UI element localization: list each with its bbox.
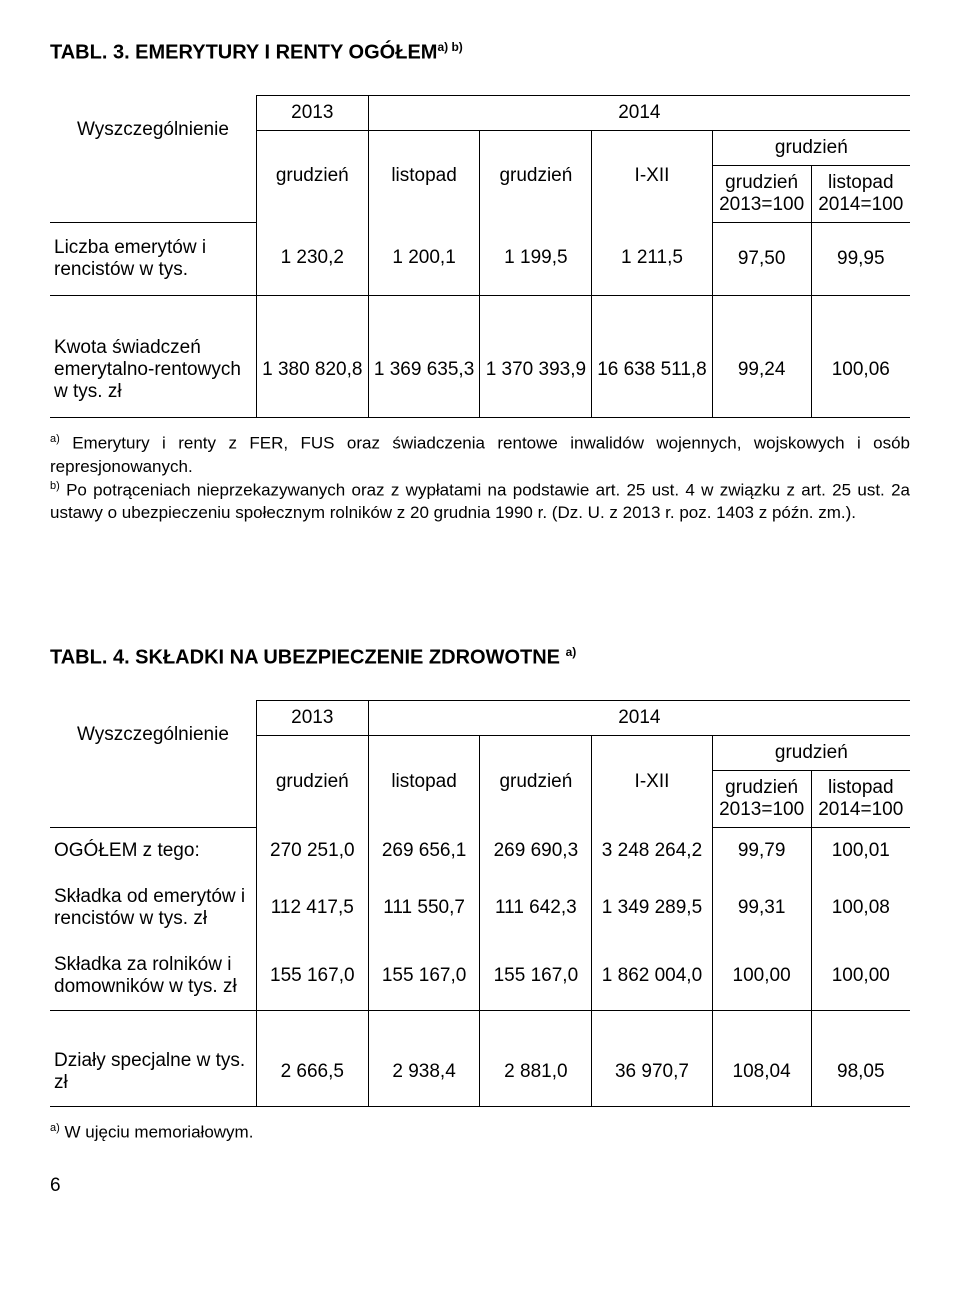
table4-footnote-a-sup: a) xyxy=(50,1122,60,1134)
table3-row1-v0: 1 380 820,8 xyxy=(256,323,368,418)
table-row: Składka za rolników i domowników w tys. … xyxy=(50,942,910,1011)
table3-col-ixii: I-XII xyxy=(592,130,712,222)
table4-row3-v1: 2 938,4 xyxy=(368,1038,480,1107)
table3-title-text: TABL. 3. EMERYTURY I RENTY OGÓŁEM xyxy=(50,42,437,64)
table3-col-grudzien14: grudzień xyxy=(480,130,592,222)
table3-title-sup: a) b) xyxy=(437,40,462,54)
table3-col-idx2: listopad 2014=100 xyxy=(811,165,910,222)
table4: Wyszczególnienie 2013 2014 grudzień list… xyxy=(50,700,910,1108)
table4-title: TABL. 4. SKŁADKI NA UBEZPIECZENIE ZDROWO… xyxy=(50,645,910,670)
table4-row0-v5: 100,01 xyxy=(811,827,910,874)
table3-row1-v5: 100,06 xyxy=(811,323,910,418)
table4-row2-label: Składka za rolników i domowników w tys. … xyxy=(50,942,256,1011)
table3-footnotes: a) Emerytury i renty z FER, FUS oraz świ… xyxy=(50,432,910,525)
table4-header-2014: 2014 xyxy=(368,700,910,735)
table3-footnote-a-sup: a) xyxy=(50,433,60,445)
table3-row0-v0: 1 230,2 xyxy=(256,222,368,295)
table4-row3-v0: 2 666,5 xyxy=(256,1038,368,1107)
table3-header-wysz: Wyszczególnienie xyxy=(50,95,256,165)
table3-row0-v4: 97,50 xyxy=(712,222,811,295)
table3-row1-label: Kwota świadczeń emerytalno-rentowych w t… xyxy=(50,323,256,418)
table-row: Liczba emerytów i rencistów w tys. 1 230… xyxy=(50,222,910,295)
table3-header-2013: 2013 xyxy=(256,95,368,130)
table4-row0-v3: 3 248 264,2 xyxy=(592,827,712,874)
table4-row3-v2: 2 881,0 xyxy=(480,1038,592,1107)
table4-row2-v5: 100,00 xyxy=(811,942,910,1011)
table4-col-idx2: listopad 2014=100 xyxy=(811,770,910,827)
table4-row2-v2: 155 167,0 xyxy=(480,942,592,1011)
table4-row0-v2: 269 690,3 xyxy=(480,827,592,874)
table-row: Kwota świadczeń emerytalno-rentowych w t… xyxy=(50,323,910,418)
table4-row3-v5: 98,05 xyxy=(811,1038,910,1107)
table4-col-grudzien-top: grudzień xyxy=(712,735,910,770)
table4-row0-v1: 269 656,1 xyxy=(368,827,480,874)
table3-header-2014: 2014 xyxy=(368,95,910,130)
table4-row1-v2: 111 642,3 xyxy=(480,874,592,942)
table4-row0-v4: 99,79 xyxy=(712,827,811,874)
table4-row1-label: Składka od emerytów i rencistów w tys. z… xyxy=(50,874,256,942)
table4-header-wysz: Wyszczególnienie xyxy=(50,700,256,770)
table3-title: TABL. 3. EMERYTURY I RENTY OGÓŁEMa) b) xyxy=(50,40,910,65)
table3-col-listopad: listopad xyxy=(368,130,480,222)
table3-col-idx1: grudzień 2013=100 xyxy=(712,165,811,222)
table4-col-idx1: grudzień 2013=100 xyxy=(712,770,811,827)
table3-row0-v3: 1 211,5 xyxy=(592,222,712,295)
table3-row0-v1: 1 200,1 xyxy=(368,222,480,295)
table3-row0-v2: 1 199,5 xyxy=(480,222,592,295)
table4-row0-label: OGÓŁEM z tego: xyxy=(50,827,256,874)
table4-row1-v0: 112 417,5 xyxy=(256,874,368,942)
table4-row2-v3: 1 862 004,0 xyxy=(592,942,712,1011)
table4-title-text: TABL. 4. SKŁADKI NA UBEZPIECZENIE ZDROWO… xyxy=(50,647,566,669)
table4-footnotes: a) W ujęciu memoriałowym. xyxy=(50,1121,910,1145)
table3-row1-v1: 1 369 635,3 xyxy=(368,323,480,418)
table3-row0-v5: 99,95 xyxy=(811,222,910,295)
table4-col-ixii: I-XII xyxy=(592,735,712,827)
table4-header-2013: 2013 xyxy=(256,700,368,735)
table-row: Składka od emerytów i rencistów w tys. z… xyxy=(50,874,910,942)
table4-row1-v1: 111 550,7 xyxy=(368,874,480,942)
table3-col-grudzien-top: grudzień xyxy=(712,130,910,165)
table4-col-grudzien13: grudzień xyxy=(256,735,368,827)
table4-row3-v4: 108,04 xyxy=(712,1038,811,1107)
table4-col-grudzien14: grudzień xyxy=(480,735,592,827)
table3-footnote-b-sup: b) xyxy=(50,480,60,492)
table3-row1-v3: 16 638 511,8 xyxy=(592,323,712,418)
table4-title-sup: a) xyxy=(566,645,577,659)
table3-row0-label: Liczba emerytów i rencistów w tys. xyxy=(50,222,256,295)
table3: Wyszczególnienie 2013 2014 grudzień list… xyxy=(50,95,910,419)
table3-row1-v2: 1 370 393,9 xyxy=(480,323,592,418)
page-number: 6 xyxy=(50,1175,910,1197)
table4-row1-v4: 99,31 xyxy=(712,874,811,942)
table4-row0-v0: 270 251,0 xyxy=(256,827,368,874)
table3-footnote-b: Po potrąceniach nieprzekazywanych oraz z… xyxy=(50,480,910,522)
table4-row3-v3: 36 970,7 xyxy=(592,1038,712,1107)
table-row: Działy specjalne w tys. zł 2 666,5 2 938… xyxy=(50,1038,910,1107)
table3-row1-v4: 99,24 xyxy=(712,323,811,418)
table-row: OGÓŁEM z tego: 270 251,0 269 656,1 269 6… xyxy=(50,827,910,874)
table4-row1-v3: 1 349 289,5 xyxy=(592,874,712,942)
table4-row2-v4: 100,00 xyxy=(712,942,811,1011)
table4-footnote-a: W ujęciu memoriałowym. xyxy=(60,1123,254,1142)
table4-row3-label: Działy specjalne w tys. zł xyxy=(50,1038,256,1107)
table4-col-listopad: listopad xyxy=(368,735,480,827)
table4-row1-v5: 100,08 xyxy=(811,874,910,942)
table3-footnote-a: Emerytury i renty z FER, FUS oraz świadc… xyxy=(50,434,910,476)
table3-col-grudzien13: grudzień xyxy=(256,130,368,222)
table4-row2-v1: 155 167,0 xyxy=(368,942,480,1011)
table4-row2-v0: 155 167,0 xyxy=(256,942,368,1011)
